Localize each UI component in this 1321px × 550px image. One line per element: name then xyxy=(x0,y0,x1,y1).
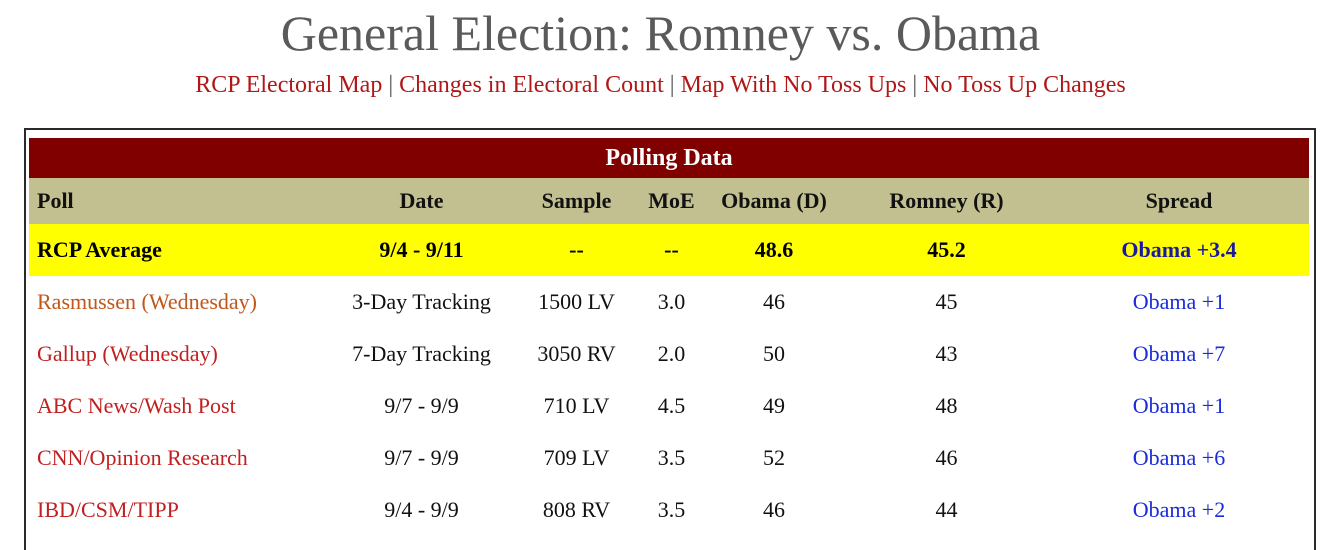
row-moe: 2.0 xyxy=(657,341,686,366)
poll-link-abc-news-wash-post[interactable]: ABC News/Wash Post xyxy=(37,393,236,418)
average-obama: 48.6 xyxy=(754,237,794,262)
poll-link-cnn-opinion-research[interactable]: CNN/Opinion Research xyxy=(37,445,248,470)
row-date: 3-Day Tracking xyxy=(352,289,491,314)
row-spread: Obama +6 xyxy=(1132,445,1226,470)
row-obama: 52 xyxy=(763,445,785,470)
polling-data-table-inner: Polling Data Poll Date Sample MoE Obama … xyxy=(29,138,1309,536)
header-moe: MoE xyxy=(648,188,695,213)
row-romney: 48 xyxy=(935,393,958,418)
header-poll: Poll xyxy=(37,188,74,213)
header-romney: Romney (R) xyxy=(889,188,1004,213)
header-spread: Spread xyxy=(1145,188,1213,213)
no-toss-up-changes-link[interactable]: No Toss Up Changes xyxy=(923,72,1126,98)
row-moe: 3.5 xyxy=(657,445,686,470)
nav-separator: | xyxy=(669,72,675,98)
average-sample: -- xyxy=(569,237,584,262)
row-sample: 1500 LV xyxy=(538,289,615,314)
row-date: 9/7 - 9/9 xyxy=(384,445,459,470)
poll-link-ibd-csm-tipp[interactable]: IBD/CSM/TIPP xyxy=(37,497,179,522)
row-date: 7-Day Tracking xyxy=(352,341,491,366)
row-sample: 709 LV xyxy=(543,445,610,470)
rcp-electoral-map-link[interactable]: RCP Electoral Map xyxy=(195,72,383,98)
row-sample: 710 LV xyxy=(543,393,610,418)
poll-link-gallup[interactable]: Gallup (Wednesday) xyxy=(37,341,218,366)
header-date: Date xyxy=(399,188,444,213)
table-row: Rasmussen (Wednesday) 3-Day Tracking 150… xyxy=(29,276,1309,328)
table-row: CNN/Opinion Research 9/7 - 9/9 709 LV 3.… xyxy=(29,432,1309,484)
table-title: Polling Data xyxy=(29,138,1309,178)
nav-separator: | xyxy=(388,72,394,98)
row-date: 9/7 - 9/9 xyxy=(384,393,459,418)
average-poll: RCP Average xyxy=(37,237,162,262)
poll-link-rasmussen[interactable]: Rasmussen (Wednesday) xyxy=(37,289,258,314)
row-spread: Obama +7 xyxy=(1132,341,1226,366)
average-date: 9/4 - 9/11 xyxy=(379,237,464,262)
header-sample: Sample xyxy=(541,188,612,213)
average-spread: Obama +3.4 xyxy=(1121,237,1237,262)
row-spread: Obama +1 xyxy=(1132,393,1226,418)
row-moe: 3.0 xyxy=(657,289,686,314)
rcp-average-row: RCP Average 9/4 - 9/11 -- -- 48.6 45.2 O… xyxy=(29,224,1309,276)
row-romney: 45 xyxy=(935,289,958,314)
row-romney: 46 xyxy=(935,445,958,470)
row-obama: 49 xyxy=(763,393,785,418)
row-moe: 4.5 xyxy=(657,393,686,418)
row-romney: 44 xyxy=(935,497,958,522)
row-obama: 46 xyxy=(763,497,785,522)
row-romney: 43 xyxy=(935,341,958,366)
row-obama: 46 xyxy=(763,289,785,314)
changes-in-electoral-count-link[interactable]: Changes in Electoral Count xyxy=(399,72,664,98)
table-row: IBD/CSM/TIPP 9/4 - 9/9 808 RV 3.5 46 44 … xyxy=(29,484,1309,536)
row-spread: Obama +2 xyxy=(1132,497,1226,522)
row-moe: 3.5 xyxy=(657,497,686,522)
row-sample: 808 RV xyxy=(542,497,611,522)
map-with-no-toss-ups-link[interactable]: Map With No Toss Ups xyxy=(680,72,907,98)
row-spread: Obama +1 xyxy=(1132,289,1226,314)
table-row: ABC News/Wash Post 9/7 - 9/9 710 LV 4.5 … xyxy=(29,380,1309,432)
average-moe: -- xyxy=(664,237,679,262)
nav-separator: | xyxy=(912,72,918,98)
header-obama: Obama (D) xyxy=(721,188,827,213)
page-title: General Election: Romney vs. Obama xyxy=(280,5,1041,61)
nav-links: RCP Electoral Map | Changes in Electoral C… xyxy=(0,72,1321,99)
average-romney: 45.2 xyxy=(927,237,966,262)
row-sample: 3050 RV xyxy=(537,341,616,366)
row-date: 9/4 - 9/9 xyxy=(384,497,459,522)
row-obama: 50 xyxy=(763,341,785,366)
table-row: Gallup (Wednesday) 7-Day Tracking 3050 R… xyxy=(29,328,1309,380)
polling-data-table: Polling Data Poll Date Sample MoE Obama … xyxy=(24,128,1316,550)
table-header-row: Poll Date Sample MoE Obama (D) Romney (R… xyxy=(29,178,1309,224)
